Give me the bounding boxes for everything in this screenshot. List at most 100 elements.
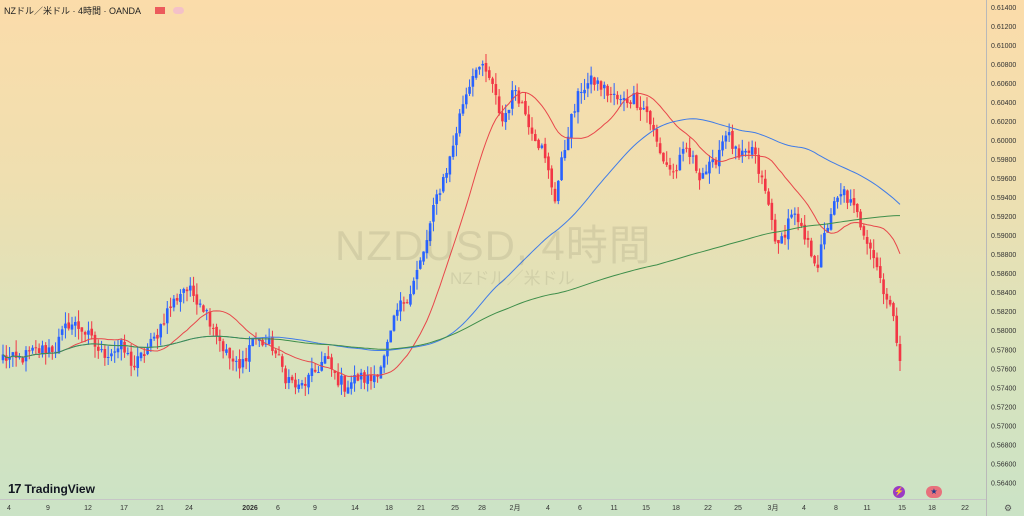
candle-body [67, 322, 71, 329]
candle-body [340, 375, 343, 385]
tradingview-logo[interactable]: 17 TradingView [8, 481, 95, 496]
candle-body [727, 132, 731, 136]
candle-body [100, 349, 103, 351]
candle-body [471, 76, 475, 87]
candle-body [37, 348, 41, 353]
candle-body [34, 347, 38, 349]
candle-body [310, 368, 314, 376]
candle-body [596, 80, 600, 84]
candle-body [349, 382, 353, 389]
candle-body [514, 90, 517, 92]
candle-body [888, 299, 892, 305]
candle-body [225, 349, 228, 353]
time-tick-label: 11 [863, 505, 870, 512]
candle-body [507, 109, 511, 114]
candle-body [44, 345, 48, 354]
candle-body [211, 327, 215, 329]
price-tick-label: 0.60200 [991, 119, 1016, 126]
us-flag-icon[interactable]: ★ [926, 486, 942, 498]
candle-body [635, 92, 639, 108]
candle-body [179, 293, 182, 303]
candle-body [491, 78, 494, 84]
candle-body [639, 107, 642, 111]
candle-body [717, 149, 721, 167]
candle-body [297, 384, 301, 390]
candle-body [445, 172, 448, 178]
price-tick-label: 0.60400 [991, 100, 1016, 107]
time-tick-label: 18 [385, 505, 393, 512]
candle-body [208, 311, 212, 327]
candle-body [392, 315, 396, 331]
candle-body [744, 150, 747, 153]
candle-body [652, 124, 655, 130]
price-tick-label: 0.56400 [991, 480, 1016, 487]
candle-body [579, 91, 583, 93]
candle-body [379, 366, 383, 379]
candle-body [185, 289, 189, 292]
candle-body [363, 372, 366, 383]
candle-body [415, 269, 419, 280]
candle-body [678, 154, 682, 171]
candle-body [593, 77, 596, 85]
candle-body [665, 162, 669, 165]
time-tick-label: 9 [46, 505, 50, 512]
candle-body [642, 108, 646, 110]
settings-icon[interactable]: ⚙ [1004, 503, 1013, 513]
candle-body [372, 375, 376, 383]
candle-body [895, 315, 899, 343]
flash-icon[interactable]: ⚡ [893, 486, 905, 498]
time-tick-label: 9 [313, 505, 317, 512]
candle-body [405, 302, 409, 304]
candle-body [520, 102, 524, 104]
candle-body [395, 309, 399, 316]
candle-body [77, 321, 80, 329]
candle-body [504, 113, 508, 123]
candle-body [422, 251, 425, 262]
candle-body [333, 370, 337, 373]
ma-long-line [2, 215, 901, 359]
candle-body [359, 372, 363, 380]
candle-body [41, 345, 44, 355]
candle-body [793, 213, 797, 215]
price-tick-label: 0.59400 [991, 195, 1016, 202]
candle-body [770, 202, 774, 220]
candle-body [139, 352, 143, 359]
candle-body [648, 111, 652, 125]
candle-body [763, 178, 767, 191]
candle-body [458, 113, 462, 134]
time-tick-label: 21 [417, 505, 425, 512]
time-tick-label: 17 [120, 505, 128, 512]
candle-body [671, 171, 675, 173]
candle-body [530, 127, 534, 134]
candle-body [119, 340, 123, 350]
price-tick-label: 0.58400 [991, 290, 1016, 297]
time-tick-label: 18 [672, 505, 680, 512]
candle-body [93, 334, 97, 347]
candle-body [800, 222, 803, 226]
candle-body [885, 293, 889, 300]
candle-body [402, 302, 406, 304]
candle-body [632, 93, 636, 105]
candle-body [215, 326, 218, 336]
time-tick-label: 15 [898, 505, 906, 512]
candle-body [87, 330, 90, 335]
candle-body [698, 172, 701, 181]
candle-body [773, 219, 777, 242]
candle-body [47, 347, 51, 354]
chart-header: NZドル／米ドル · 4時間 · OANDA [4, 4, 185, 17]
time-tick-label: 6 [276, 505, 280, 512]
candle-body [494, 84, 498, 96]
candle-body [290, 376, 294, 381]
candle-body [681, 148, 685, 154]
candle-body [1, 354, 5, 361]
candle-body [271, 336, 274, 351]
candle-body [556, 180, 560, 202]
price-tick-label: 0.56800 [991, 442, 1016, 449]
candle-body [346, 387, 350, 394]
candle-body [796, 213, 800, 223]
candle-body [721, 141, 724, 151]
price-tick-label: 0.56600 [991, 461, 1016, 468]
time-tick-label: 21 [156, 505, 164, 512]
